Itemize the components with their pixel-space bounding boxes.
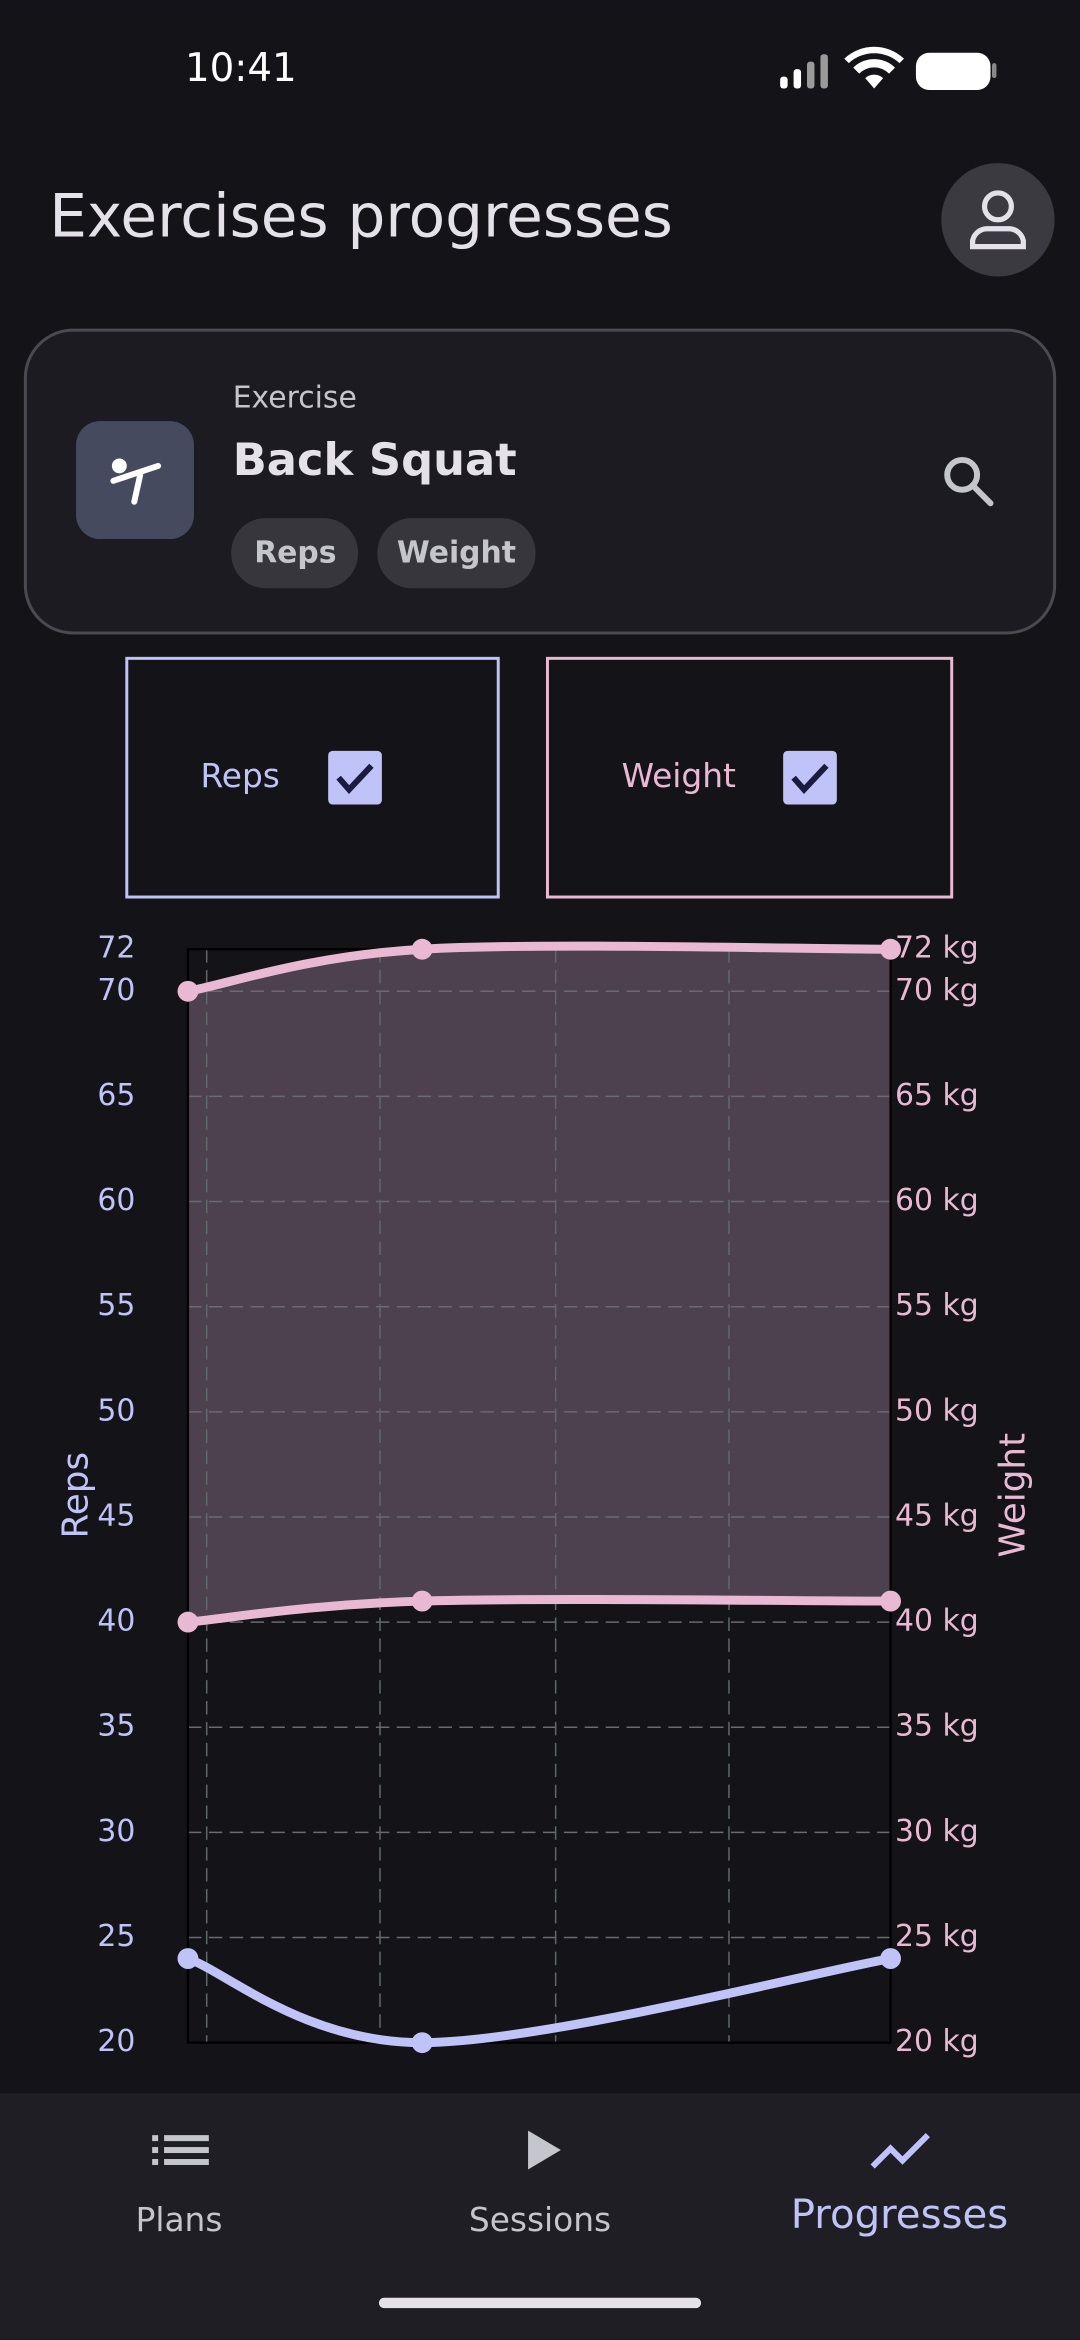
chip-label: Weight bbox=[397, 535, 516, 570]
status-time: 10:41 bbox=[185, 46, 297, 91]
profile-button[interactable] bbox=[941, 163, 1055, 277]
home-indicator bbox=[378, 2297, 702, 2309]
point bbox=[177, 980, 199, 1002]
weight-toggle[interactable]: Weight bbox=[545, 656, 954, 899]
checkbox[interactable] bbox=[783, 750, 837, 805]
nav-item[interactable]: Plans bbox=[136, 2201, 223, 2239]
header-title: Exercises progresses bbox=[49, 182, 673, 251]
chip bbox=[231, 518, 359, 589]
toggle-label: Weight bbox=[622, 757, 736, 795]
y2-tick-label: 50 kg bbox=[895, 1393, 979, 1428]
point bbox=[411, 938, 433, 960]
chart: Reps Weight 20 25 30 35 40 45 50 55 60 65 70 72 20 k… bbox=[56, 931, 1034, 2059]
chip bbox=[377, 518, 536, 589]
y2-tick-label: 35 kg bbox=[895, 1709, 979, 1744]
exercise-name: Back Squat bbox=[233, 433, 517, 486]
plans-icon bbox=[152, 2135, 209, 2165]
point bbox=[880, 1590, 901, 1612]
y-tick-label: 72 bbox=[97, 931, 135, 966]
weight-area bbox=[187, 946, 891, 1623]
exercise-icon-glyph bbox=[110, 458, 162, 505]
y2-tick-label: 25 kg bbox=[895, 1919, 979, 1954]
y-tick-label: 60 bbox=[97, 1183, 135, 1218]
point bbox=[411, 1590, 433, 1612]
reps-toggle[interactable]: Reps bbox=[125, 656, 500, 899]
y2-tick-label: 30 kg bbox=[895, 1814, 979, 1849]
status-icons bbox=[780, 46, 997, 90]
point bbox=[411, 2032, 433, 2054]
point bbox=[177, 1948, 199, 1969]
y-tick-label: 50 bbox=[97, 1393, 135, 1428]
y-tick-label: 55 bbox=[97, 1288, 135, 1323]
y2-tick-label: 60 kg bbox=[895, 1183, 979, 1218]
line bbox=[183, 1595, 896, 1627]
checkbox[interactable] bbox=[328, 750, 382, 805]
point bbox=[177, 1611, 199, 1633]
y-tick-label: 25 bbox=[97, 1919, 135, 1954]
y-tick-label: 30 bbox=[97, 1814, 135, 1849]
y2-tick-label: 72 kg bbox=[895, 931, 979, 966]
y-tick-label: 40 bbox=[97, 1604, 135, 1639]
y2-tick-label: 40 kg bbox=[895, 1604, 979, 1639]
y-tick-label: 35 bbox=[97, 1709, 135, 1744]
y-axis-label: Reps bbox=[56, 1452, 97, 1539]
nav-item[interactable]: Sessions bbox=[469, 2201, 611, 2239]
y2-tick-label: 55 kg bbox=[895, 1288, 979, 1323]
point bbox=[880, 938, 901, 960]
y-tick-label: 65 bbox=[97, 1078, 135, 1113]
y-tick-label: 45 bbox=[97, 1498, 135, 1533]
y-tick-label: 20 bbox=[97, 2024, 135, 2059]
y2-tick-label: 45 kg bbox=[895, 1498, 979, 1533]
y2-tick-label: 20 kg bbox=[895, 2024, 979, 2059]
nav-item[interactable]: Progresses bbox=[791, 2192, 1009, 2238]
search-icon[interactable] bbox=[944, 456, 994, 507]
point bbox=[880, 1948, 901, 1969]
toggle-label: Reps bbox=[200, 757, 279, 795]
exercise-card[interactable]: Exercise Back Squat Reps Weight bbox=[23, 328, 1057, 635]
y2-tick-label: 70 kg bbox=[895, 973, 979, 1008]
line bbox=[183, 1954, 896, 2048]
y2-axis-label: Weight bbox=[992, 1433, 1033, 1558]
sessions-icon bbox=[528, 2130, 561, 2170]
bottom-nav: Plans Sessions Progresses bbox=[0, 2093, 1080, 2340]
y2-tick-label: 65 kg bbox=[895, 1078, 979, 1113]
chip-label: Reps bbox=[254, 535, 336, 570]
progresses-icon bbox=[870, 2133, 930, 2169]
line bbox=[183, 941, 896, 996]
card-label: Exercise bbox=[233, 380, 357, 415]
y-tick-label: 70 bbox=[97, 973, 135, 1008]
exercise-icon bbox=[76, 421, 194, 540]
